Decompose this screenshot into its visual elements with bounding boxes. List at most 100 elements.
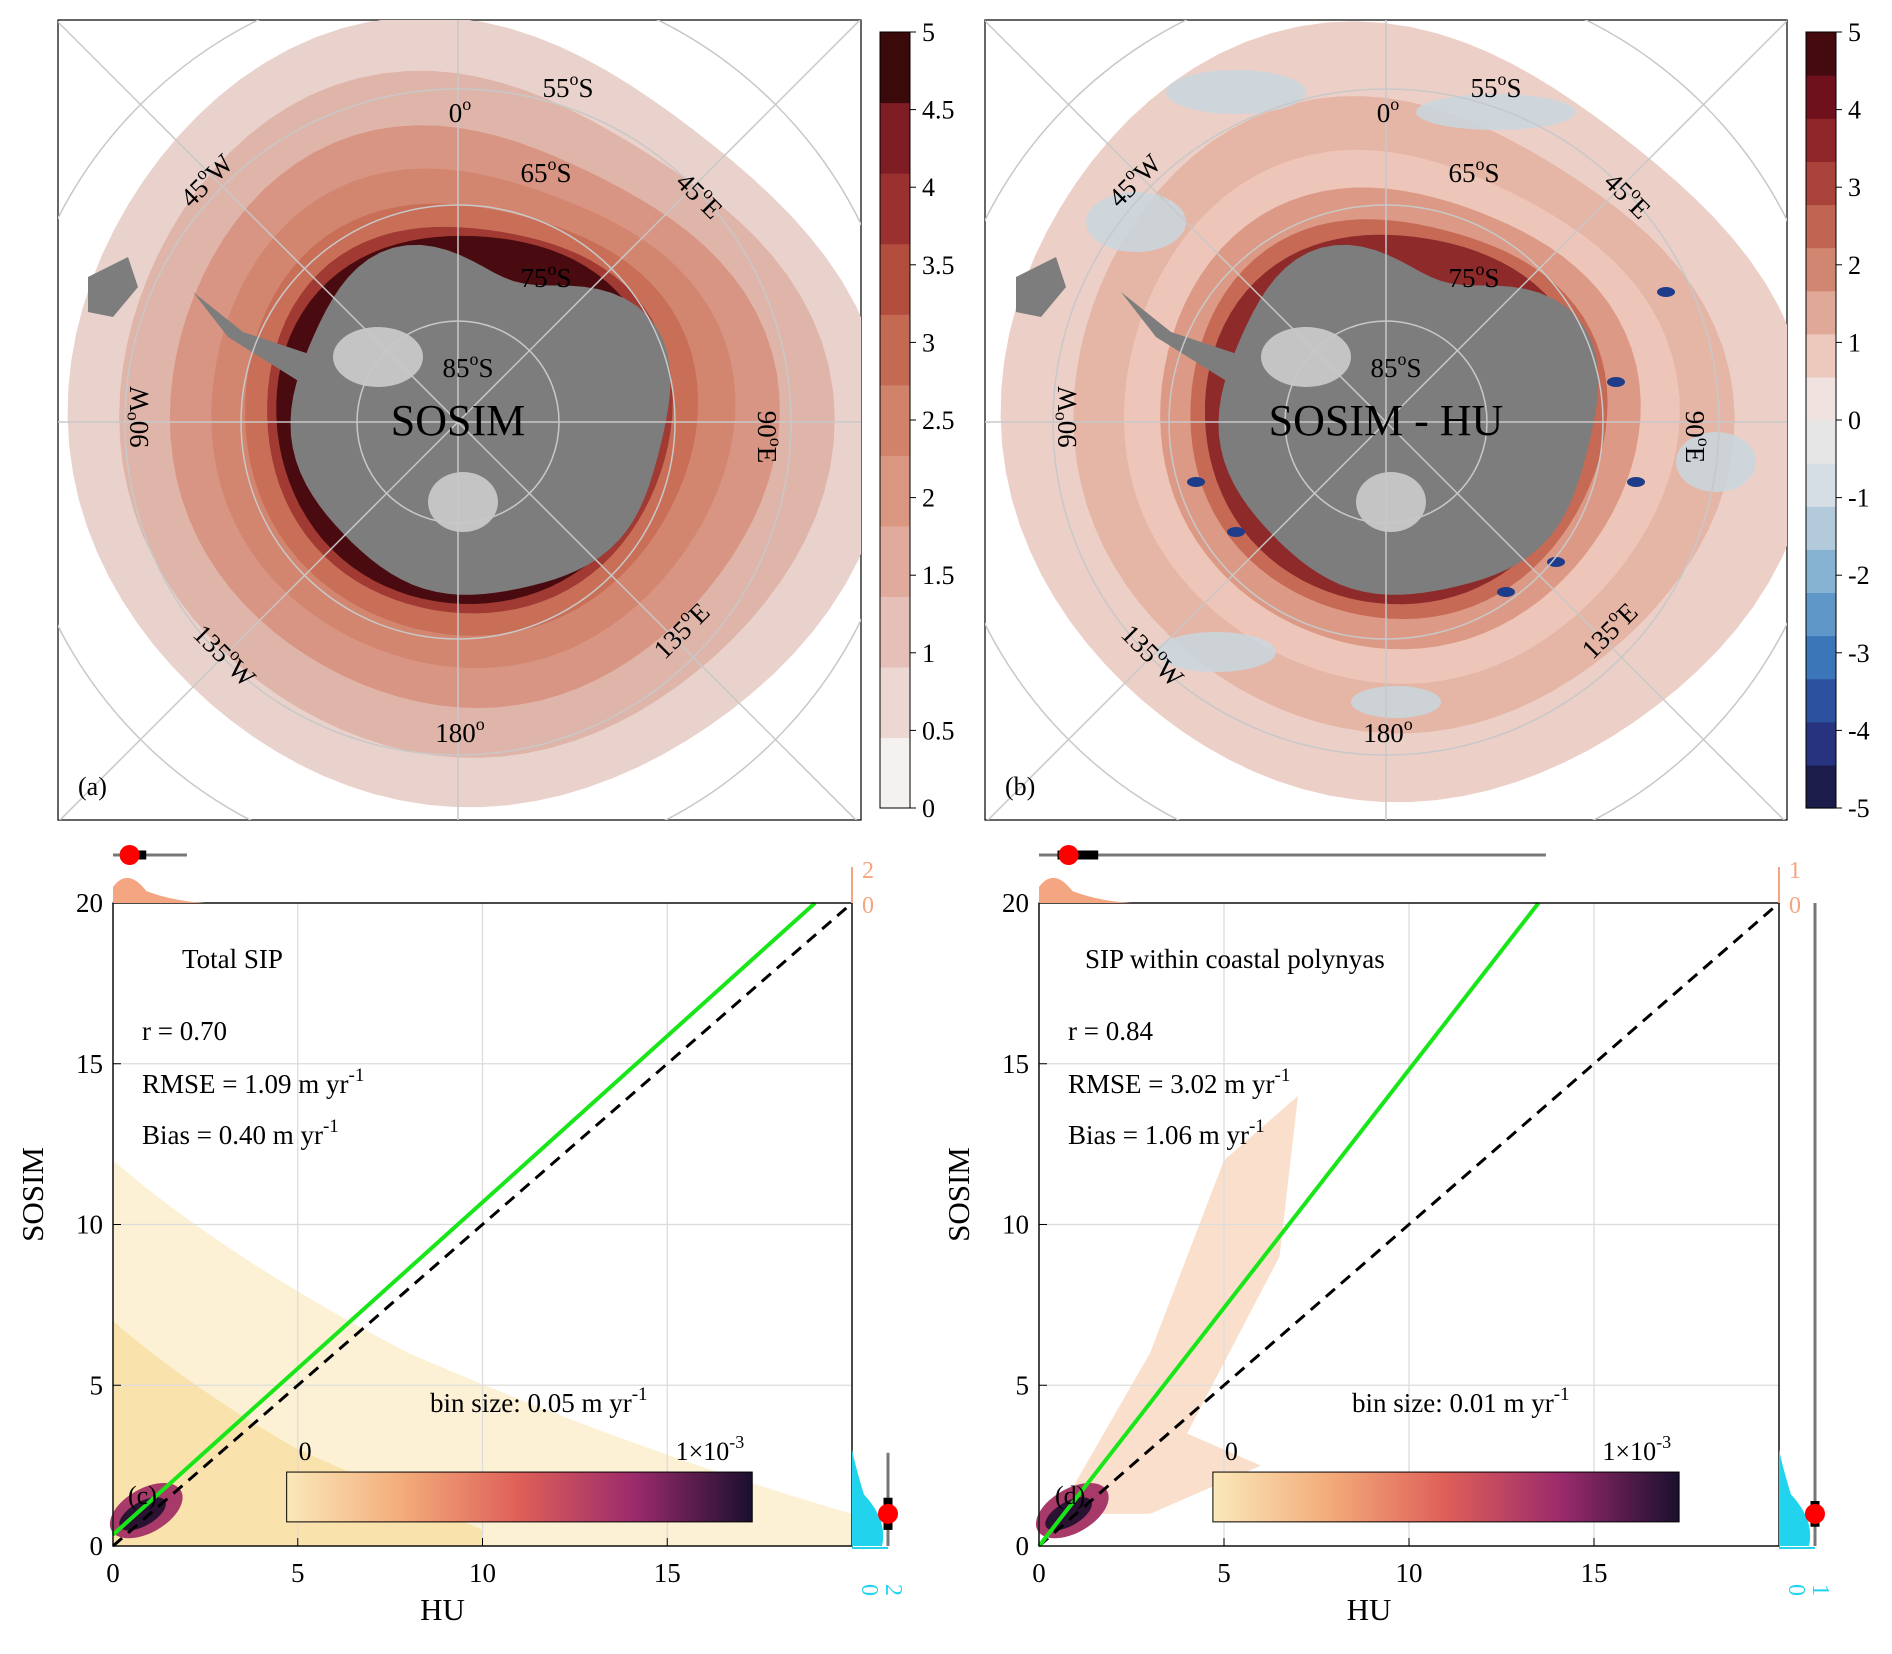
- regression-line: [1037, 901, 1541, 1548]
- colorbar-segment: [880, 102, 910, 174]
- meridian-line: [58, 421, 459, 820]
- latitude-label: 75oS: [1448, 259, 1499, 293]
- right-marginal-distribution: [852, 1449, 884, 1546]
- map-layers: [985, 20, 1787, 820]
- colorbar-segment: [1806, 290, 1836, 335]
- meridian-line: [58, 20, 459, 423]
- colorbar-tick-label: -3: [1848, 639, 1870, 668]
- colorbar-tick-label: 2: [922, 484, 935, 513]
- meridian-line: [1385, 20, 1787, 423]
- density-min-label: 0: [299, 1437, 312, 1466]
- density-colorbar: [286, 1471, 753, 1523]
- colorbar-a: 5 4.5 4 3.5 3 2.5 2 1.5 1 0.5 0: [879, 18, 955, 823]
- negative-anomaly-patch: [1166, 70, 1306, 114]
- x-tick-label: 10: [469, 1558, 496, 1588]
- coastal-negative-spot: [1187, 477, 1205, 487]
- density-peak: [119, 1497, 166, 1531]
- longitude-label: 90oE: [752, 411, 786, 464]
- ross-ice-shelf: [428, 472, 498, 532]
- latitude-label: 55oS: [542, 69, 593, 103]
- colorbar-tick-label: 0: [922, 794, 935, 823]
- latitude-label: 85oS: [1370, 349, 1421, 383]
- colorbar-tick-label: 4: [1848, 96, 1861, 125]
- one-to-one-line: [1038, 901, 1780, 1548]
- colorbar-b: 5 4 3 2 1 0 -1 -2 -3 -4 -5: [1805, 18, 1870, 823]
- colorbar-tick-label: 3: [1848, 173, 1861, 202]
- latitude-label: 55oS: [1470, 69, 1521, 103]
- y-tick-label: 5: [1016, 1370, 1030, 1400]
- negative-anomaly-patch: [1086, 192, 1186, 252]
- colorbar-tick-label: 3: [922, 328, 935, 357]
- colorbar-segment: [1806, 161, 1836, 206]
- y-axis-label: SOSIM: [941, 1147, 976, 1242]
- colorbar-segment: [1806, 764, 1836, 809]
- colorbar-segment: [1806, 420, 1836, 464]
- colorbar-segment: [1806, 75, 1836, 119]
- density-max-label: 1×10-3: [676, 1432, 745, 1466]
- colorbar-segment: [880, 243, 910, 315]
- y-tick-label: 20: [76, 888, 103, 918]
- colorbar-tick-label: 0.5: [922, 716, 955, 745]
- coastal-negative-spot: [1227, 527, 1245, 537]
- plot-title: SIP within coastal polynyas: [1085, 944, 1385, 974]
- right-marginal-distribution: [1779, 1449, 1811, 1546]
- x-tick-label: 5: [291, 1558, 305, 1588]
- colorbar-segment: [880, 32, 910, 104]
- bias-value: Bias = 1.06 m yr-1: [1068, 1116, 1265, 1150]
- coastal-negative-spot: [1627, 477, 1645, 487]
- coastal-negative-spot: [1547, 557, 1565, 567]
- meridian-line: [985, 20, 1387, 423]
- y-tick-label: 10: [1002, 1210, 1029, 1240]
- colorbar-segment: [1806, 333, 1836, 378]
- right-marginal-tick-label: 0: [1783, 1584, 1809, 1596]
- colorbar-tick-label: -1: [1848, 484, 1870, 513]
- colorbar-tick-label: -4: [1848, 716, 1870, 745]
- bin-size: bin size: 0.01 m yr-1: [1352, 1384, 1570, 1418]
- panel-tag: (b): [1005, 772, 1035, 801]
- south-america-land: [88, 257, 138, 317]
- colorbar-segment: [880, 384, 910, 456]
- density-max-label: 1×10-3: [1602, 1432, 1671, 1466]
- colorbar-segment: [1806, 678, 1836, 723]
- colorbar-segment: [1806, 721, 1836, 766]
- colorbar-segment: [1806, 204, 1836, 249]
- top-marginal-distribution: [1039, 877, 1132, 903]
- latitude-label: 85oS: [442, 349, 493, 383]
- x-tick-label: 0: [106, 1558, 120, 1588]
- x-tick-label: 0: [1032, 1558, 1046, 1588]
- colorbar-tick-label: -5: [1848, 794, 1870, 823]
- colorbar-tick-label: 1: [922, 639, 935, 668]
- colorbar-segment: [880, 455, 910, 527]
- top-marginal-median: [1058, 845, 1079, 865]
- coastal-negative-spot: [1607, 377, 1625, 387]
- meridian-line: [457, 421, 858, 820]
- longitude-label: 90oW: [1048, 386, 1082, 448]
- right-marginal-tick-label: 2: [880, 1584, 906, 1596]
- y-tick-label: 15: [1002, 1049, 1029, 1079]
- antarctic-peninsula: [193, 292, 318, 387]
- colorbar-tick-label: 3.5: [922, 251, 955, 280]
- negative-anomaly-patch: [1156, 632, 1276, 672]
- longitude-label: 180o: [1363, 714, 1413, 748]
- coastal-negative-spot: [1497, 587, 1515, 597]
- colorbar-tick-label: 5: [1848, 18, 1861, 47]
- x-axis-label: HU: [1347, 1592, 1392, 1627]
- colorbar-tick-label: 5: [922, 18, 935, 47]
- x-tick-label: 15: [654, 1558, 681, 1588]
- map-center-label: SOSIM - HU: [1269, 396, 1504, 445]
- colorbar-segment: [1806, 635, 1836, 680]
- colorbar-segment: [880, 173, 910, 245]
- top-marginal-tick-label: 0: [1789, 893, 1801, 919]
- x-tick-label: 10: [1396, 1558, 1423, 1588]
- colorbar-segment: [880, 525, 910, 597]
- latitude-label: 65oS: [1448, 154, 1499, 188]
- top-marginal-tick-label: 0: [862, 893, 874, 919]
- longitude-label: 90oE: [1680, 411, 1714, 464]
- map-center-label: SOSIM: [391, 396, 526, 445]
- negative-anomaly-patch: [1351, 686, 1441, 718]
- y-tick-label: 0: [1016, 1531, 1030, 1561]
- meridian-line: [1385, 421, 1786, 820]
- colorbar-segment: [880, 596, 910, 668]
